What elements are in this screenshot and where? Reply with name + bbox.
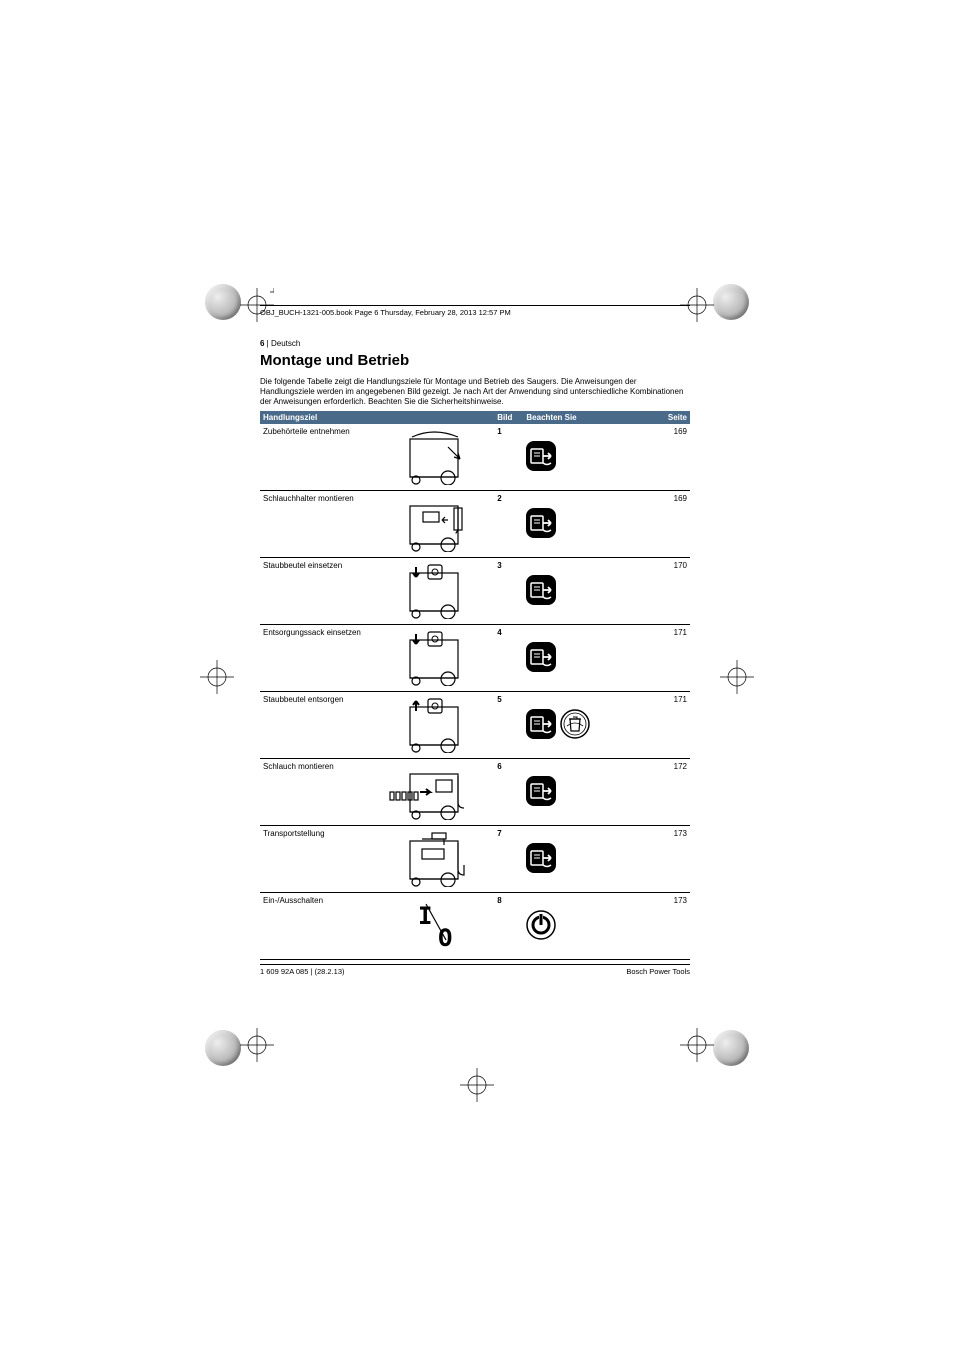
cell-goal: Staubbeutel entsorgen	[260, 692, 385, 759]
cell-goal: Zubehörteile entnehmen	[260, 424, 385, 491]
cell-page: 171	[648, 692, 690, 759]
page-language-name: Deutsch	[271, 339, 300, 348]
cell-observe-icons	[523, 826, 648, 893]
cell-goal: Schlauchhalter montieren	[260, 491, 385, 558]
cell-image-number: 2	[494, 491, 523, 558]
crop-mark-br	[680, 1028, 714, 1062]
table-row: Entsorgungssack einsetzen 4 171	[260, 625, 690, 692]
page-language: 6 | Deutsch	[260, 339, 690, 348]
cell-image-number: 3	[494, 558, 523, 625]
cell-image-number: 6	[494, 759, 523, 826]
cell-image-number: 7	[494, 826, 523, 893]
footer-left: 1 609 92A 085 | (28.2.13)	[260, 967, 345, 976]
table-row: Transportstellung 7 173	[260, 826, 690, 893]
cell-goal: Staubbeutel einsetzen	[260, 558, 385, 625]
section-title: Montage und Betrieb	[260, 352, 690, 369]
book-header-text: OBJ_BUCH-1321-005.book Page 6 Thursday, …	[260, 308, 511, 317]
manual-icon	[526, 441, 556, 473]
intro-paragraph: Die folgende Tabelle zeigt die Handlungs…	[260, 377, 690, 407]
th-image: Bild	[494, 411, 523, 424]
cell-goal: Ein-/Ausschalten	[260, 893, 385, 960]
cell-goal: Entsorgungssack einsetzen	[260, 625, 385, 692]
cell-schematic	[385, 826, 494, 893]
table-row: Schlauch montieren 6 172	[260, 759, 690, 826]
table-row: Zubehörteile entnehmen 1 169	[260, 424, 690, 491]
crop-circle-tr	[713, 284, 749, 320]
cell-image-number: 8	[494, 893, 523, 960]
cell-schematic	[385, 692, 494, 759]
manual-icon	[526, 575, 556, 607]
cell-observe-icons	[523, 625, 648, 692]
schematic-vac_bag_down	[388, 561, 478, 619]
cell-page: 171	[648, 625, 690, 692]
cell-page: 173	[648, 826, 690, 893]
cell-observe-icons	[523, 424, 648, 491]
cell-schematic	[385, 893, 494, 960]
cell-goal: Transportstellung	[260, 826, 385, 893]
crop-mark-right	[720, 660, 754, 694]
footer-right: Bosch Power Tools	[626, 967, 690, 976]
schematic-vac_bag_down	[388, 628, 478, 686]
th-goal: Handlungsziel	[260, 411, 494, 424]
table-header-row: Handlungsziel Bild Beachten Sie Seite	[260, 411, 690, 424]
cell-schematic	[385, 424, 494, 491]
schematic-vac_bag_up	[388, 695, 478, 753]
cell-schematic	[385, 759, 494, 826]
crop-circle-bl	[205, 1030, 241, 1066]
cell-goal: Schlauch montieren	[260, 759, 385, 826]
th-observe: Beachten Sie	[523, 411, 648, 424]
crop-circle-br	[713, 1030, 749, 1066]
cell-schematic	[385, 491, 494, 558]
cell-observe-icons	[523, 491, 648, 558]
table-row: Schlauchhalter montieren 2 169	[260, 491, 690, 558]
schematic-vac_holder	[388, 494, 478, 552]
cell-image-number: 4	[494, 625, 523, 692]
table-row: Staubbeutel einsetzen 3 170	[260, 558, 690, 625]
manual-icon	[526, 776, 556, 808]
schematic-switch_io	[388, 896, 478, 954]
crop-mark-bottom	[460, 1068, 494, 1102]
cell-image-number: 1	[494, 424, 523, 491]
crop-mark-left	[200, 660, 234, 694]
cell-observe-icons	[523, 558, 648, 625]
table-row: Ein-/Ausschalten 8 173	[260, 893, 690, 960]
manual-icon	[526, 642, 556, 674]
cell-observe-icons	[523, 759, 648, 826]
manual-icon	[526, 843, 556, 875]
page-footer: 1 609 92A 085 | (28.2.13) Bosch Power To…	[260, 964, 690, 976]
table-row: Staubbeutel entsorgen 5 171	[260, 692, 690, 759]
manual-icon	[526, 508, 556, 540]
power-icon	[526, 910, 556, 942]
cell-observe-icons	[523, 692, 648, 759]
schematic-vac_hose	[388, 762, 478, 820]
page-content: OBJ_BUCH-1321-005.book Page 6 Thursday, …	[260, 305, 690, 976]
cell-page: 172	[648, 759, 690, 826]
cell-page: 169	[648, 424, 690, 491]
th-page: Seite	[648, 411, 690, 424]
cell-image-number: 5	[494, 692, 523, 759]
manual-icon	[526, 709, 556, 741]
cell-observe-icons	[523, 893, 648, 960]
book-header: OBJ_BUCH-1321-005.book Page 6 Thursday, …	[260, 305, 690, 317]
dispose-icon	[560, 709, 590, 741]
crop-circle-tl	[205, 284, 241, 320]
schematic-vac_transport	[388, 829, 478, 887]
cell-page: 170	[648, 558, 690, 625]
cell-schematic	[385, 558, 494, 625]
schematic-vac_lid_arrow	[388, 427, 478, 485]
cell-schematic	[385, 625, 494, 692]
actions-table: Handlungsziel Bild Beachten Sie Seite Zu…	[260, 411, 690, 960]
crop-mark-bl	[240, 1028, 274, 1062]
cell-page: 169	[648, 491, 690, 558]
cell-page: 173	[648, 893, 690, 960]
